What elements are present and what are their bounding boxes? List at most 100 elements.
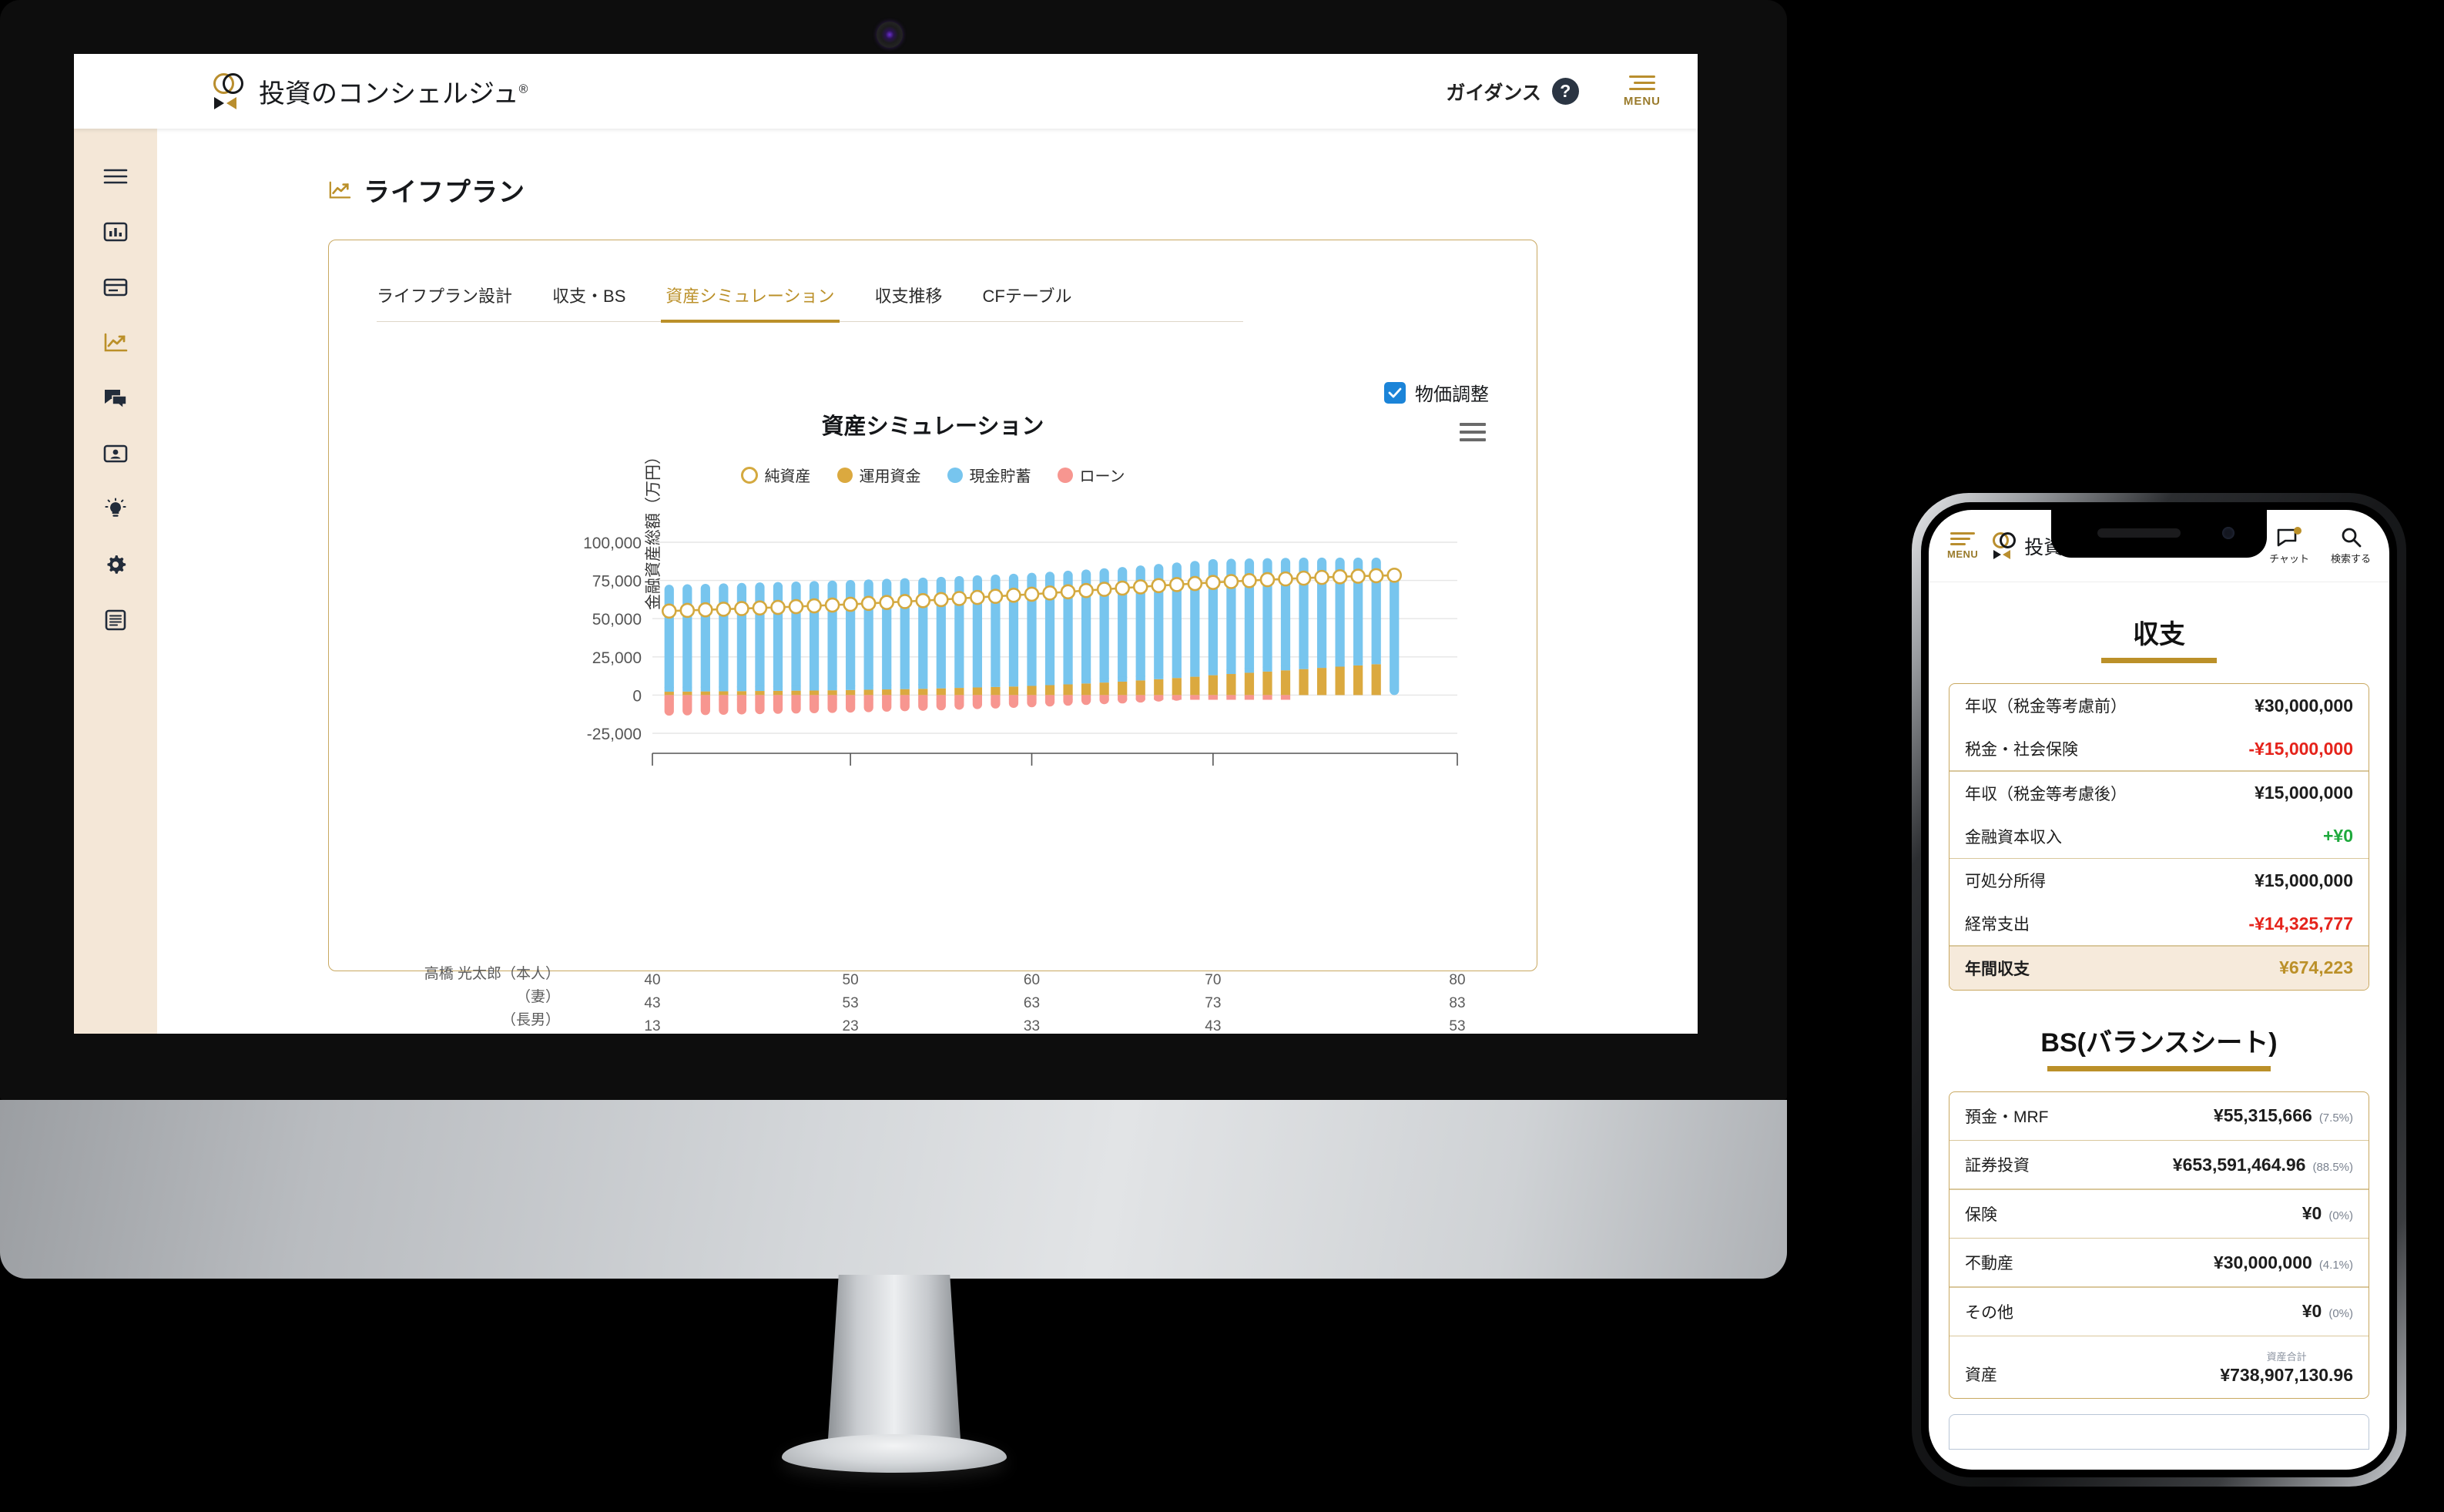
age-value: 40 — [644, 972, 661, 988]
app-header: 投資のコンシェルジュ® ガイダンス ? MENU — [74, 54, 1698, 129]
chart-title: 資産シミュレーション — [821, 414, 1044, 439]
svg-text:25,000: 25,000 — [592, 649, 642, 667]
bs-total-row: 資産 資産合計 ¥738,907,130.96 — [1950, 1336, 2369, 1398]
asset-total-caption: 資産合計 — [2266, 1351, 2307, 1363]
search-button[interactable]: 検索する — [2331, 527, 2371, 565]
help-icon[interactable]: ? — [1551, 78, 1579, 105]
divider — [1950, 1139, 2369, 1141]
imac-device: 投資のコンシェルジュ® ガイダンス ? MENU — [0, 0, 1787, 1473]
hamburger-icon — [1950, 531, 1976, 545]
menu-button[interactable]: MENU — [1624, 75, 1661, 108]
credit-card-icon — [103, 278, 128, 297]
brand-name: 投資のコンシェルジュ® — [259, 72, 528, 110]
svg-text:-25,000: -25,000 — [587, 726, 642, 743]
logo-icon — [213, 72, 250, 112]
section-underline — [2047, 1065, 2271, 1071]
checkbox-checked-icon[interactable] — [1384, 381, 1406, 404]
age-row-self: 高橋 光太郎（本人） 40 50 60 70 80 — [329, 961, 1537, 989]
logo-icon — [1992, 531, 2020, 562]
sidebar-item-dashboard[interactable] — [100, 216, 131, 247]
bs-row: 保険 ¥0 (0%) — [1965, 1203, 2353, 1224]
age-value: 33 — [1023, 1018, 1041, 1034]
age-row-son: （長男） 13 23 33 43 53 — [329, 1007, 1537, 1034]
mobile-menu-button[interactable]: MENU — [1947, 531, 1979, 560]
income-row: 税金・社会保険 -¥15,000,000 — [1965, 738, 2353, 759]
svg-text:50,000: 50,000 — [592, 611, 642, 629]
divider — [1950, 770, 2369, 772]
age-value: 53 — [842, 995, 859, 1011]
guidance-button[interactable]: ガイダンス ? — [1446, 78, 1579, 106]
sidebar-item-documents[interactable] — [100, 605, 131, 635]
divider — [1950, 1188, 2369, 1190]
sidebar-item-settings[interactable] — [100, 549, 131, 580]
chart-menu-icon[interactable] — [1460, 423, 1486, 441]
registered-mark: ® — [518, 82, 528, 96]
income-row: 年収（税金等考慮前） ¥30,000,000 — [1965, 695, 2353, 716]
contact-card-icon — [103, 444, 128, 463]
age-value: 43 — [644, 995, 661, 1011]
page-title: ライフプラン — [328, 171, 1698, 209]
tab-asset-simulation[interactable]: 資産シミュレーション — [661, 283, 840, 323]
income-row: 年収（税金等考慮後） ¥15,000,000 — [1965, 783, 2353, 803]
divider — [1950, 857, 2369, 859]
bs-section-title: BS(バランスシート) — [2040, 1028, 2278, 1058]
mobile-body: 収支 年収（税金等考慮前） ¥30,000,000 税金・社会保険 -¥15,000… — [1929, 582, 2389, 1450]
chat-button[interactable]: チャット — [2269, 526, 2309, 565]
legend-item-networth[interactable]: 純資産 — [740, 464, 811, 486]
price-adjust-checkbox-row[interactable]: 物価調整 — [1384, 379, 1489, 406]
divider — [1950, 1237, 2369, 1239]
chart-legend: 純資産 運用資金 現金貯蓄 ローン — [329, 464, 1537, 486]
divider — [1950, 1286, 2369, 1288]
sidebar-item-menu[interactable] — [100, 161, 131, 192]
bs-card: 預金・MRF ¥55,315,666 (7.5%) 証券投資 ¥653,591,464… — [1949, 1091, 2369, 1399]
age-value: 53 — [1449, 1018, 1466, 1034]
desktop-screen: 投資のコンシェルジュ® ガイダンス ? MENU — [74, 54, 1698, 1034]
age-value: 43 — [1205, 1018, 1222, 1034]
imac-chin — [0, 1100, 1787, 1279]
open-circle-icon — [740, 466, 758, 484]
legend-item-loan[interactable]: ローン — [1057, 464, 1125, 486]
divider — [1950, 1335, 2369, 1336]
svg-text:0: 0 — [632, 687, 642, 705]
age-value: 60 — [1023, 972, 1041, 988]
sidebar-item-accounts[interactable] — [100, 272, 131, 303]
tab-income-trend[interactable]: 収支推移 — [874, 287, 943, 306]
chat-icon — [2277, 526, 2302, 546]
sidebar — [74, 129, 157, 1034]
mobile-menu-label: MENU — [1947, 548, 1979, 560]
lightbulb-icon — [105, 498, 126, 517]
asset-simulation-chart[interactable]: -25,000 0 25,000 50,000 75,000 100,000 — [329, 240, 1538, 972]
tab-lifeplan-design[interactable]: ライフプラン設計 — [377, 287, 513, 306]
mobile-header-actions: チャット 検索する — [2269, 526, 2371, 565]
iphone-device: MENU 投資のコンシェルジュ チャット 検索する — [1912, 493, 2406, 1487]
sidebar-item-chat[interactable] — [100, 383, 131, 414]
webcam-icon — [877, 22, 903, 48]
iphone-inner: MENU 投資のコンシェルジュ チャット 検索する — [1921, 502, 2397, 1477]
bs-row: 証券投資 ¥653,591,464.96 (88.5%) — [1965, 1154, 2353, 1175]
sidebar-item-lifeplan[interactable] — [100, 327, 131, 358]
imac-stand-neck — [828, 1275, 961, 1440]
dot-icon — [836, 467, 853, 483]
document-icon — [105, 609, 126, 631]
legend-item-cash[interactable]: 現金貯蓄 — [947, 464, 1031, 486]
svg-text:100,000: 100,000 — [583, 535, 642, 552]
legend-item-investment[interactable]: 運用資金 — [836, 464, 921, 486]
menu-label: MENU — [1623, 94, 1661, 108]
age-row-daughter: （長女） 1222324252 — [329, 1030, 1537, 1034]
brand-logo[interactable]: 投資のコンシェルジュ® — [213, 72, 528, 112]
asset-total-value: ¥738,907,130.96 — [2220, 1365, 2353, 1385]
bs-row: その他 ¥0 (0%) — [1965, 1301, 2353, 1322]
sidebar-item-ideas[interactable] — [100, 494, 131, 525]
tab-income-bs[interactable]: 収支・BS — [552, 287, 626, 306]
front-camera-icon — [2222, 527, 2234, 539]
age-value: 50 — [842, 972, 859, 988]
lifeplan-card: ライフプラン設計 収支・BS 資産シミュレーション 収支推移 CFテーブル 物価… — [328, 240, 1538, 1034]
income-total-row: 年間収支 ¥674,223 — [1950, 946, 2369, 990]
iphone-notch — [2051, 510, 2267, 558]
sidebar-item-profile[interactable] — [100, 438, 131, 469]
tab-cf-table[interactable]: CFテーブル — [982, 287, 1072, 306]
income-row: 金融資本収入 +¥0 — [1965, 826, 2353, 847]
main-content: ライフプラン ライフプラン設計 収支・BS 資産シミュレーション 収支推移 CF… — [157, 129, 1698, 1034]
guidance-label: ガイダンス — [1446, 82, 1541, 104]
tab-bar: ライフプラン設計 収支・BS 資産シミュレーション 収支推移 CFテーブル — [377, 283, 1243, 323]
